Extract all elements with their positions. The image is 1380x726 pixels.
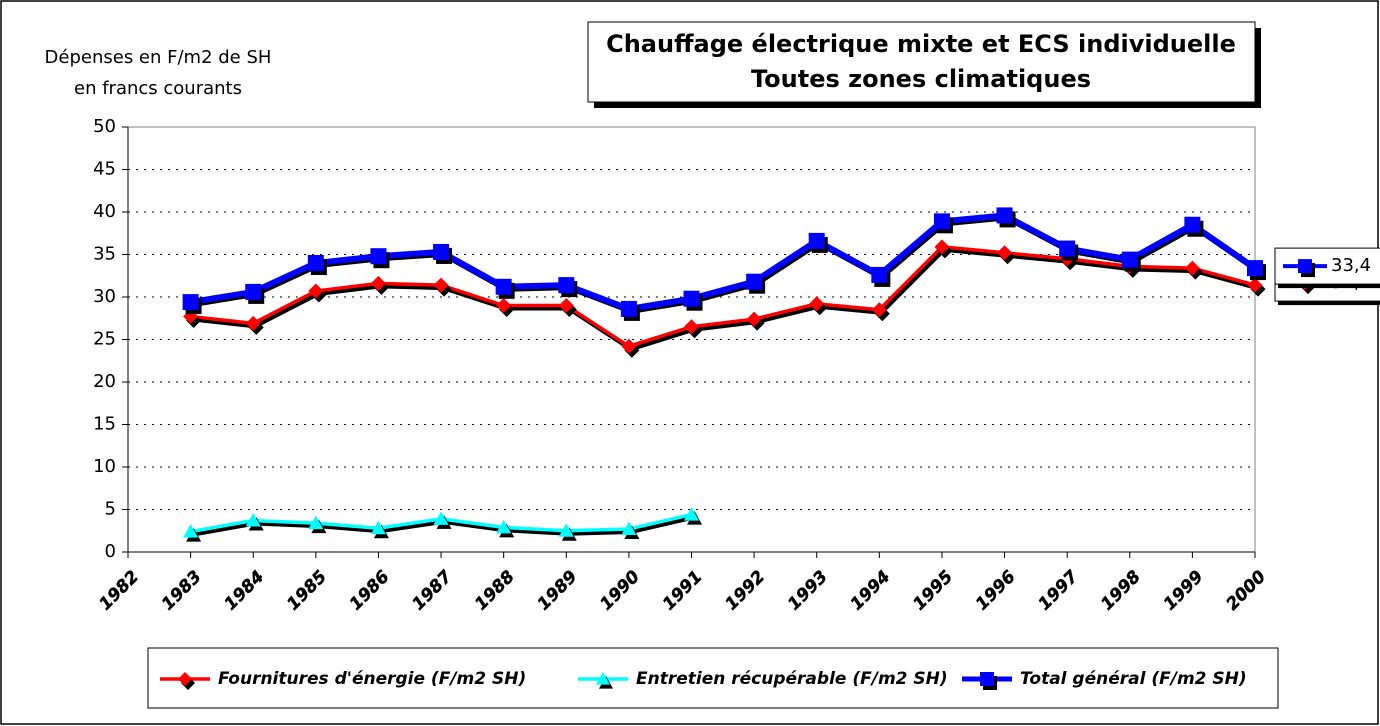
marker (245, 315, 261, 331)
marker (308, 283, 324, 299)
y-tick-label: 35 (93, 244, 116, 265)
marker (1184, 260, 1200, 276)
plot-area (127, 126, 1256, 553)
marker (596, 672, 610, 685)
marker (746, 273, 763, 290)
line-shadow (192, 247, 1258, 352)
marker (245, 513, 261, 527)
marker (370, 248, 387, 265)
marker (1298, 259, 1312, 274)
marker (558, 523, 574, 537)
marker (684, 319, 699, 335)
marker (370, 520, 386, 535)
marker (183, 524, 199, 538)
marker (621, 338, 637, 354)
marker (178, 672, 192, 686)
marker (307, 255, 324, 271)
y-tick-label: 10 (93, 456, 116, 477)
y-tick-label: 20 (93, 371, 116, 392)
y-tick-label: 30 (93, 286, 116, 307)
marker (495, 278, 512, 295)
marker (997, 245, 1013, 261)
marker (1184, 216, 1201, 233)
marker (433, 277, 449, 293)
marker (980, 672, 994, 686)
marker (1247, 260, 1263, 277)
marker (1059, 240, 1076, 257)
marker (996, 207, 1013, 224)
marker (933, 213, 950, 230)
marker (808, 232, 825, 249)
marker (1121, 251, 1138, 268)
data-label: 33,4 (1331, 255, 1371, 276)
y-tick-label: 25 (93, 329, 116, 350)
marker (496, 519, 512, 534)
marker (558, 277, 575, 294)
chart-title: Toutes zones climatiques (751, 65, 1091, 93)
marker (182, 294, 199, 311)
marker (245, 283, 262, 300)
marker (370, 275, 386, 291)
y-tick-label: 5 (105, 499, 116, 520)
marker (496, 298, 512, 313)
marker (433, 511, 449, 525)
marker (620, 300, 637, 317)
marker (308, 515, 324, 530)
marker (433, 243, 450, 260)
marker (683, 290, 700, 307)
legend-label: Total général (F/m2 SH) (1020, 669, 1247, 689)
marker (871, 302, 887, 318)
y-tick-label: 0 (105, 541, 116, 562)
y-tick-label: 40 (93, 201, 116, 222)
marker (684, 507, 699, 521)
legend-label: Entretien récupérable (F/m2 SH) (636, 669, 948, 689)
marker (746, 311, 762, 327)
marker (809, 296, 825, 312)
legend-box (147, 647, 1279, 709)
y-tick-label: 45 (93, 159, 116, 180)
y-axis-label: en francs courants (74, 78, 242, 99)
legend-label: Fournitures d'énergie (F/m2 SH) (218, 669, 526, 689)
marker (1247, 277, 1263, 293)
title-box (587, 21, 1256, 103)
chart-title: Chauffage électrique mixte et ECS indivi… (606, 30, 1236, 58)
marker (871, 266, 888, 283)
y-tick-label: 50 (93, 116, 116, 137)
marker (558, 298, 574, 313)
y-tick-label: 15 (93, 414, 116, 435)
marker (621, 521, 637, 536)
y-axis-label: Dépenses en F/m2 de SH (45, 47, 272, 68)
marker (934, 239, 950, 255)
